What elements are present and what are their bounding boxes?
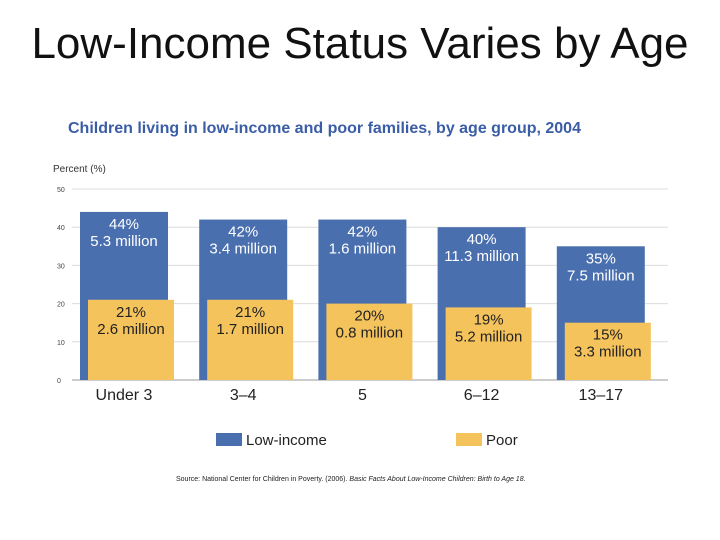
data-label-poor-percent: 19%: [474, 311, 504, 328]
y-tick-label: 20: [57, 302, 65, 309]
bar-poor: [445, 307, 532, 380]
legend-swatch: [216, 433, 242, 446]
bar-poor: [207, 299, 294, 380]
y-tick-label: 10: [57, 340, 65, 347]
data-label-low-income-count: 5.3 million: [90, 233, 158, 250]
axes: Percent (%) 0 10 20 30 40 50 Under 3 3–4 5 6–12 13–…: [53, 164, 623, 404]
data-label-low-income-count: 1.6 million: [329, 241, 397, 258]
x-tick-label: 6–12: [464, 387, 500, 404]
legend-swatch: [456, 433, 482, 446]
data-label-poor-percent: 15%: [593, 327, 623, 344]
source-prefix: Source: National Center for Children in …: [176, 476, 348, 483]
x-tick-label: 5: [358, 387, 367, 404]
data-label-low-income-count: 11.3 million: [444, 248, 519, 265]
bar-poor: [88, 299, 174, 380]
bar-poor: [564, 322, 651, 380]
data-label-poor-count: 5.2 million: [455, 328, 523, 345]
data-label-poor-count: 0.8 million: [336, 325, 404, 342]
data-label-poor-percent: 21%: [116, 304, 146, 321]
data-label-low-income-percent: 42%: [228, 224, 258, 241]
x-tick-label: Under 3: [96, 387, 153, 404]
source-note: Source: National Center for Children in …: [176, 476, 526, 483]
slide-title: Low-Income Status Varies by Age: [31, 19, 689, 68]
legend-label: Low-income: [246, 432, 327, 449]
y-tick-label: 50: [57, 187, 65, 194]
legend: Low-income Poor: [216, 432, 518, 449]
chart-title: Children living in low-income and poor f…: [68, 120, 581, 137]
y-tick-label: 30: [57, 263, 65, 270]
legend-label: Poor: [486, 432, 518, 449]
x-tick-label: 13–17: [579, 387, 624, 404]
bar-poor: [326, 303, 413, 380]
data-label-low-income-count: 7.5 million: [567, 267, 635, 284]
data-label-poor-count: 3.3 million: [574, 344, 642, 361]
data-label-low-income-percent: 40%: [467, 231, 497, 248]
data-label-poor-percent: 20%: [354, 308, 384, 325]
data-label-low-income-percent: 35%: [586, 250, 616, 267]
y-tick-label: 40: [57, 225, 65, 232]
y-tick-label: 0: [57, 378, 61, 385]
bars: [80, 211, 651, 380]
data-label-poor-percent: 21%: [235, 304, 265, 321]
y-axis-label: Percent (%): [53, 164, 106, 175]
data-label-low-income-percent: 44%: [109, 216, 139, 233]
data-label-poor-count: 2.6 million: [97, 321, 165, 338]
data-label-low-income-percent: 42%: [347, 224, 377, 241]
data-label-poor-count: 1.7 million: [216, 321, 284, 338]
data-label-low-income-count: 3.4 million: [209, 241, 277, 258]
x-tick-label: 3–4: [230, 387, 257, 404]
source-reference: Basic Facts About Low-Income Children: B…: [349, 476, 526, 483]
